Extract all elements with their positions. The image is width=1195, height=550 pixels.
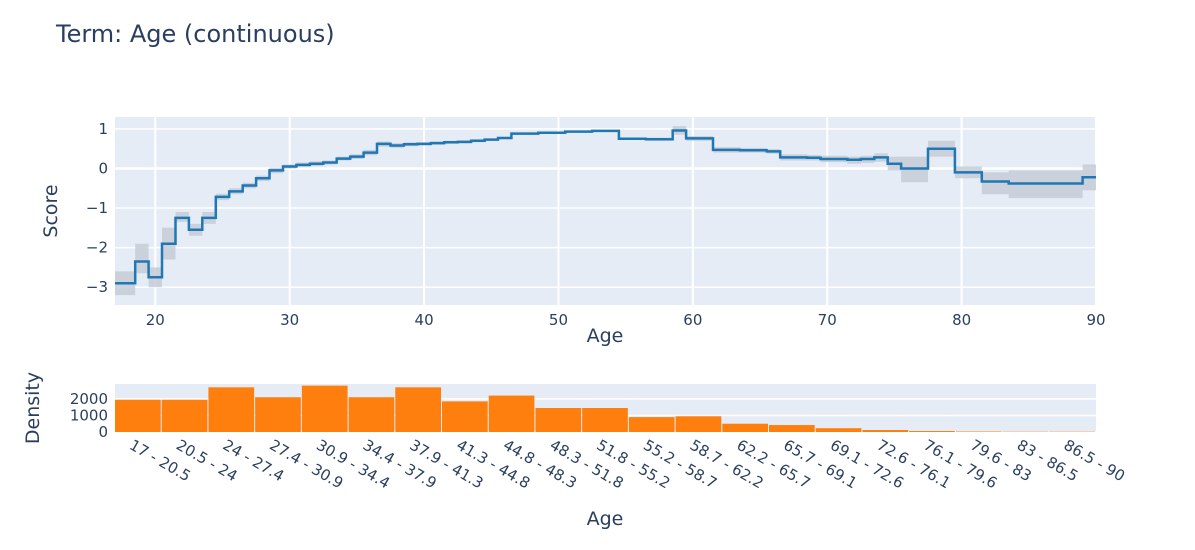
score-y-axis-title: Score [40, 184, 62, 237]
score-plot-grid [115, 117, 1097, 305]
score-x-axis-title: Age [587, 325, 624, 347]
score-y-tick-label: 0 [98, 159, 108, 177]
score-x-tick-labels: 20 30 40 50 60 70 80 90 [146, 311, 1106, 329]
score-x-tick-label: 80 [952, 311, 971, 329]
score-line [115, 129, 1096, 285]
score-x-tick-label: 50 [549, 311, 568, 329]
score-x-tick-label: 70 [818, 311, 837, 329]
density-bar [535, 408, 582, 432]
density-bar [675, 416, 722, 432]
density-y-tick-label: 2000 [70, 390, 108, 408]
chart-title: Term: Age (continuous) [55, 20, 335, 48]
density-bars [115, 385, 1095, 432]
density-bar [161, 399, 208, 432]
score-y-tick-label: −3 [86, 278, 108, 296]
density-bar [442, 401, 488, 432]
score-plot: 20 30 40 50 60 70 80 90 1 0 −1 −2 −3 Age Score [40, 117, 1106, 347]
density-bar [628, 417, 675, 432]
score-y-tick-label: −2 [86, 239, 108, 257]
density-bar [395, 387, 441, 432]
density-bar [815, 428, 862, 432]
density-bar [769, 425, 815, 432]
density-y-axis-title: Density [22, 372, 44, 444]
density-y-tick-label: 0 [98, 423, 108, 441]
score-line-group [115, 129, 1096, 285]
density-bar [722, 423, 768, 432]
score-y-tick-label: −1 [86, 199, 108, 217]
density-bar [208, 387, 255, 432]
score-x-tick-label: 30 [280, 311, 299, 329]
density-y-tick-label: 1000 [70, 406, 108, 424]
density-bar [862, 430, 909, 432]
score-y-tick-labels: 1 0 −1 −2 −3 [86, 120, 108, 296]
density-x-axis-title: Age [587, 508, 624, 530]
density-bar [488, 395, 535, 432]
score-x-tick-label: 90 [1086, 311, 1105, 329]
score-x-tick-label: 40 [415, 311, 434, 329]
density-bar [582, 408, 628, 432]
density-bar [909, 431, 955, 432]
score-x-tick-label: 60 [683, 311, 702, 329]
score-y-tick-label: 1 [98, 120, 108, 138]
density-bar [348, 397, 395, 432]
density-bar [301, 385, 348, 432]
density-bar [255, 397, 301, 432]
density-bar [115, 399, 161, 432]
score-x-tick-label: 20 [146, 311, 165, 329]
